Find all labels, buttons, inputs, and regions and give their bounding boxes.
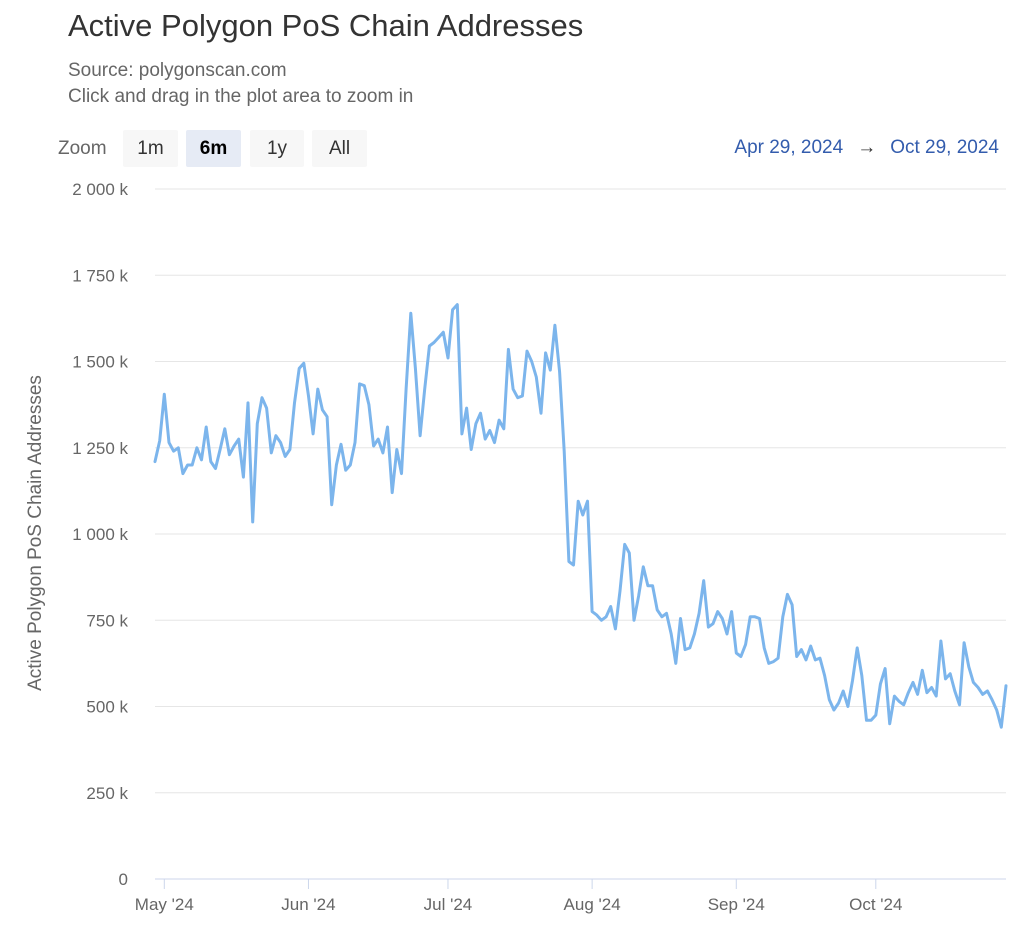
y-tick-label: 1 000 k <box>72 525 128 544</box>
y-tick-label: 2 000 k <box>72 180 128 199</box>
y-tick-label: 1 500 k <box>72 353 128 372</box>
y-tick-label: 500 k <box>86 698 128 717</box>
range-from-input[interactable]: Apr 29, 2024 <box>734 137 844 158</box>
zoom-all-button[interactable]: All <box>312 130 367 167</box>
y-tick-label: 1 750 k <box>72 266 128 285</box>
y-tick-label: 750 k <box>86 611 128 630</box>
x-tick-label: Aug '24 <box>564 895 621 914</box>
chart-subtitle-hint: Click and drag in the plot area to zoom … <box>68 86 414 107</box>
series-line[interactable] <box>153 303 1008 729</box>
y-tick-label: 1 250 k <box>72 439 128 458</box>
x-tick-label: Jul '24 <box>424 895 473 914</box>
y-tick-label: 0 <box>119 870 128 889</box>
range-arrow-icon: → <box>857 137 877 158</box>
zoom-1y-button[interactable]: 1y <box>250 130 304 167</box>
zoom-6m-button[interactable]: 6m <box>186 130 241 167</box>
series-layer <box>153 303 1008 729</box>
zoom-label: Zoom <box>58 138 107 159</box>
range-to-input[interactable]: Oct 29, 2024 <box>890 137 999 158</box>
y-tick-label: 250 k <box>86 784 128 803</box>
chart-subtitle-source: Source: polygonscan.com <box>68 60 287 81</box>
x-tick-label: Oct '24 <box>849 895 902 914</box>
y-axis-title: Active Polygon PoS Chain Addresses <box>25 375 46 691</box>
x-tick-label: May '24 <box>135 895 194 914</box>
x-tick-label: Sep '24 <box>708 895 765 914</box>
zoom-1m-button[interactable]: 1m <box>123 130 178 167</box>
x-tick-label: Jun '24 <box>281 895 335 914</box>
chart-title: Active Polygon PoS Chain Addresses <box>68 8 584 43</box>
axes: 0 250 k 500 k 750 k 1 000 k 1 250 k 1 500 k 1 7… <box>72 180 1006 914</box>
date-range-display: Apr 29, 2024 → Oct 29, 2024 <box>734 137 999 159</box>
